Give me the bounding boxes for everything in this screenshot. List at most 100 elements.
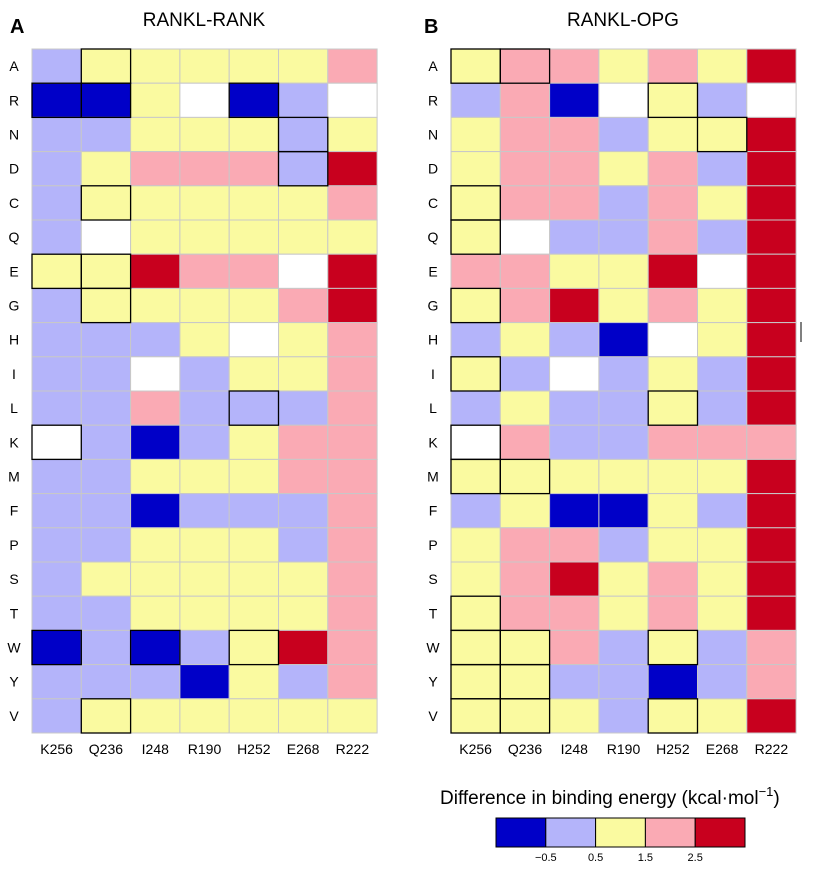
heatmap-cell-R-K256 [31,82,82,118]
heatmap-cell-P-I248 [549,527,600,563]
heatmap-cell-F-R222 [327,493,378,529]
heatmap-cell-Y-R222 [327,664,378,700]
heatmap-cell-T-R222 [746,595,797,631]
cell-outline-R-H252 [228,82,280,119]
y-tick-label: Y [9,674,19,690]
heatmap-cell-Q-R222 [746,219,797,255]
heatmap-cell-I-R222 [327,356,378,392]
heatmap-cell-S-K256 [31,561,82,597]
heatmap-cell-C-R222 [746,185,797,221]
heatmap-cell-E-I248 [549,253,600,289]
heatmap-cell-D-R190 [179,151,230,187]
heatmap-cell-M-H252 [647,458,699,495]
x-tick-label: E268 [287,741,320,757]
legend-swatch [694,817,746,848]
heatmap-cell-D-R190 [598,151,649,187]
heatmap-cell-W-K256 [450,629,501,666]
heatmap-cell-K-I248 [549,424,600,460]
y-tick-label: W [7,640,21,656]
heatmap-cell-G-I248 [549,287,600,324]
cell-outline-V-Q236 [80,698,132,734]
heatmap-cell-Y-H252 [228,664,279,700]
heatmap-cell-Q-H252 [228,219,279,255]
heatmap-cell-P-R222 [327,527,378,563]
heatmap-cell-T-H252 [647,595,699,631]
heatmap-cell-R-R190 [179,82,230,118]
cell-outline-N-E268 [696,116,748,153]
heatmap-cell-C-Q236 [499,185,551,221]
heatmap-cell-S-I248 [549,561,600,597]
heatmap-cell-A-R222 [746,48,797,84]
heatmap-cell-F-R222 [746,493,797,529]
y-tick-label: R [428,92,438,108]
x-tick-label: R190 [188,741,222,757]
heatmap-cell-F-Q236 [80,493,132,529]
heatmap-cell-C-I248 [130,185,181,221]
heatmap-cell-G-R222 [327,287,378,324]
y-tick-label: V [428,708,438,724]
y-tick-label: K [428,434,438,450]
heatmap-cell-K-H252 [647,424,699,460]
heatmap-cell-C-E268 [278,185,329,221]
x-tick-label: Q236 [89,741,123,757]
x-tick-label: R190 [607,741,641,757]
heatmap-cell-V-R222 [746,698,797,734]
heatmap-cell-S-Q236 [499,561,551,597]
heatmap-cell-L-R190 [179,390,230,426]
y-tick-label: T [429,605,438,621]
heatmap-cell-G-E268 [278,287,329,324]
heatmap-cell-E-K256 [31,253,82,289]
heatmap-cell-S-Q236 [80,561,132,597]
heatmap-cell-H-K256 [31,322,82,358]
heatmap-cell-T-I248 [130,595,181,631]
heatmap-cell-A-E268 [697,48,748,84]
heatmap-cell-M-E268 [278,458,329,495]
heatmap-cell-D-Q236 [499,151,551,187]
heatmap-cell-L-E268 [278,390,329,426]
legend-tick-label: 0.5 [588,852,603,864]
heatmap-cell-S-H252 [647,561,699,597]
heatmap-cell-Q-K256 [450,219,501,255]
heatmap-cell-Q-Q236 [80,219,132,255]
heatmap-cell-K-I248 [130,424,181,460]
heatmap-cell-Y-E268 [278,664,329,700]
heatmap-cell-T-I248 [549,595,600,631]
y-tick-label: Q [9,229,20,245]
heatmap-cell-S-K256 [450,561,501,597]
y-tick-label: H [9,332,19,348]
heatmap-cell-D-K256 [31,151,82,187]
heatmap-cell-H-H252 [647,322,699,358]
heatmap-cell-V-I248 [130,698,181,734]
heatmap-cell-F-Q236 [499,493,551,529]
heatmap-cell-C-H252 [647,185,699,221]
y-tick-label: C [9,195,19,211]
x-tick-label: E268 [706,741,739,757]
heatmap-cell-E-Q236 [499,253,551,289]
heatmap-cell-D-E268 [278,151,329,187]
heatmap-cell-Y-R190 [598,664,649,700]
heatmap-cell-V-R190 [179,698,230,734]
heatmap-cell-W-Q236 [499,629,551,666]
heatmap-cell-Y-R190 [179,664,230,700]
heatmap-cell-T-E268 [697,595,748,631]
heatmap-cell-D-I248 [130,151,181,187]
heatmap-cell-H-Q236 [80,322,132,358]
heatmap-cell-W-R190 [179,629,230,666]
heatmap-cell-W-R190 [598,629,649,666]
heatmap-cell-L-H252 [647,390,699,426]
cell-outline-W-H252 [647,629,699,666]
y-tick-label: K [9,434,19,450]
y-tick-label: P [9,537,18,553]
y-tick-label: G [9,298,20,314]
heatmap-cell-L-Q236 [499,390,551,426]
legend-tick-label: 1.5 [638,852,653,864]
y-tick-label: D [9,161,19,177]
heatmap-cell-F-H252 [228,493,279,529]
heatmap-cell-M-R190 [598,458,649,495]
heatmap-cell-W-I248 [549,629,600,666]
heatmap-cell-H-K256 [450,322,501,358]
heatmap-cell-N-R222 [327,116,378,153]
heatmap-cell-I-I248 [549,356,600,392]
heatmap-cell-H-Q236 [499,322,551,358]
